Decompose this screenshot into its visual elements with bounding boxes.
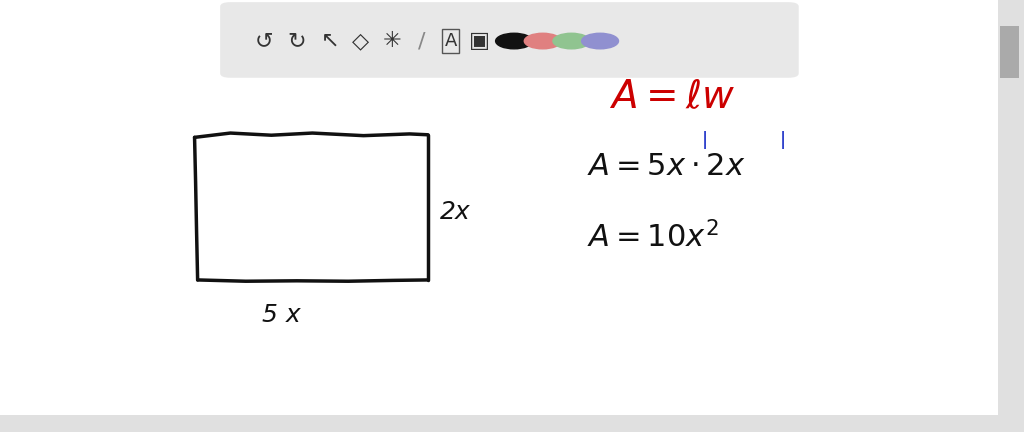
Text: /: / [418, 31, 426, 51]
Circle shape [553, 33, 590, 49]
Bar [0, 415, 998, 432]
Text: $A = 10x^2$: $A = 10x^2$ [587, 221, 719, 254]
Text: A: A [444, 32, 457, 50]
Text: ✳: ✳ [383, 31, 401, 51]
Circle shape [524, 33, 561, 49]
Circle shape [496, 33, 532, 49]
FancyBboxPatch shape [220, 2, 799, 78]
Bar [1000, 26, 1019, 78]
Text: 2x: 2x [440, 200, 471, 224]
Text: 5 x: 5 x [262, 303, 301, 327]
Text: ◇: ◇ [352, 31, 369, 51]
Bar [998, 0, 1024, 432]
Text: ↺: ↺ [255, 31, 273, 51]
Text: ↻: ↻ [288, 31, 306, 51]
Text: |: | [701, 131, 708, 149]
Text: |: | [780, 131, 786, 149]
Text: $A = \ell w$: $A = \ell w$ [609, 78, 735, 116]
Text: $A = 5x \cdot 2x$: $A = 5x \cdot 2x$ [587, 152, 745, 181]
Text: ▣: ▣ [469, 31, 489, 51]
Circle shape [582, 33, 618, 49]
Text: ↖: ↖ [321, 31, 339, 51]
